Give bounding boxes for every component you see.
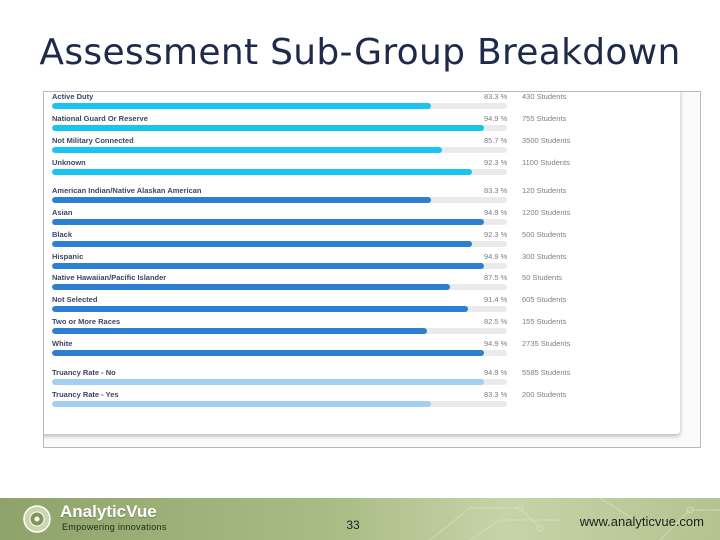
- subgroup-row: White 94.9 % 2735 Students: [52, 339, 570, 359]
- progress-fill: [52, 169, 472, 175]
- progress-track: [52, 147, 507, 153]
- subgroup-row: Unknown 92.3 % 1100 Students: [52, 158, 570, 178]
- subgroup-student-count: 2735 Students: [522, 339, 571, 348]
- progress-track: [52, 219, 507, 225]
- progress-track: [52, 103, 507, 109]
- progress-track: [52, 125, 507, 131]
- progress-track: [52, 350, 507, 356]
- website-url: www.analyticvue.com: [579, 514, 704, 529]
- subgroup-label: American Indian/Native Alaskan American: [52, 186, 202, 195]
- progress-fill: [52, 241, 472, 247]
- subgroup-row: Not Selected 91.4 % 605 Students: [52, 295, 566, 315]
- subgroup-percent: 94.9 %: [484, 114, 508, 123]
- subgroup-percent: 94.9 %: [484, 252, 508, 261]
- subgroup-label: Two or More Races: [52, 317, 121, 326]
- subgroup-label: Not Selected: [52, 295, 98, 304]
- subgroup-student-count: 300 Students: [522, 252, 567, 261]
- subgroup-label: Unknown: [52, 158, 86, 167]
- subgroup-student-count: 1100 Students: [522, 158, 570, 167]
- subgroup-label: National Guard Or Reserve: [52, 114, 148, 123]
- subgroup-label: Asian: [52, 208, 73, 217]
- progress-track: [52, 169, 507, 175]
- subgroup-card: Active Duty 83.3 % 430 Students National Gu…: [44, 92, 680, 434]
- subgroup-label: Hispanic: [52, 252, 84, 261]
- subgroup-label: Black: [52, 230, 73, 239]
- progress-track: [52, 379, 507, 385]
- subgroup-row: Native Hawaiian/Pacific Islander 87.5 % 50…: [52, 273, 562, 293]
- slide-title: Assessment Sub-Group Breakdown: [39, 32, 681, 73]
- progress-fill: [52, 125, 484, 131]
- subgroup-row: Truancy Rate - Yes 83.3 % 200 Students: [52, 390, 566, 410]
- subgroup-student-count: 50 Students: [522, 273, 563, 282]
- subgroup-percent: 82.5 %: [484, 317, 508, 326]
- progress-track: [52, 263, 507, 269]
- subgroup-row: National Guard Or Reserve 94.9 % 755 Stude…: [52, 114, 566, 134]
- progress-fill: [52, 350, 484, 356]
- page-number: 33: [346, 518, 360, 532]
- subgroup-label: Active Duty: [52, 92, 94, 101]
- subgroup-row: Asian 94.9 % 1200 Students: [52, 208, 570, 228]
- progress-fill: [52, 328, 428, 334]
- subgroup-label: Native Hawaiian/Pacific Islander: [52, 273, 167, 282]
- subgroup-student-count: 430 Students: [522, 92, 567, 101]
- progress-fill: [52, 147, 442, 153]
- progress-track: [52, 328, 507, 334]
- progress-fill: [52, 306, 468, 312]
- subgroup-row: Not Military Connected 85.7 % 3500 Student…: [52, 136, 570, 156]
- circuit-pattern: [429, 498, 720, 540]
- subgroup-percent: 87.5 %: [484, 273, 508, 282]
- subgroup-student-count: 755 Students: [522, 114, 567, 123]
- progress-track: [52, 284, 507, 290]
- progress-fill: [52, 219, 484, 225]
- subgroup-row: Truancy Rate - No 94.9 % 5585 Students: [52, 368, 570, 388]
- subgroup-percent: 83.3 %: [484, 186, 508, 195]
- progress-fill: [52, 379, 484, 385]
- subgroup-student-count: 3500 Students: [522, 136, 571, 145]
- logo-tagline: Empowering innovations: [62, 522, 167, 532]
- progress-fill: [52, 263, 484, 269]
- progress-track: [52, 401, 507, 407]
- report-screenshot: Active Duty 83.3 % 430 Students National Gu…: [43, 91, 701, 448]
- progress-fill: [52, 197, 431, 203]
- subgroup-student-count: 120 Students: [522, 186, 567, 195]
- subgroup-row: Black 92.3 % 500 Students: [52, 230, 566, 250]
- progress-fill: [52, 401, 431, 407]
- subgroup-percent: 92.3 %: [484, 158, 508, 167]
- subgroup-student-count: 1200 Students: [522, 208, 571, 217]
- subgroup-percent: 83.3 %: [484, 390, 508, 399]
- subgroup-percent: 83.3 %: [484, 92, 508, 101]
- subgroup-percent: 94.9 %: [484, 339, 508, 348]
- subgroup-percent: 94.9 %: [484, 208, 508, 217]
- logo-name: AnalyticVue: [60, 502, 157, 521]
- progress-track: [52, 306, 507, 312]
- subgroup-percent: 94.9 %: [484, 368, 508, 377]
- subgroup-row: Hispanic 94.9 % 300 Students: [52, 252, 566, 272]
- progress-track: [52, 197, 507, 203]
- subgroup-label: Not Military Connected: [52, 136, 134, 145]
- subgroup-row: Active Duty 83.3 % 430 Students: [52, 92, 566, 112]
- subgroup-student-count: 200 Students: [522, 390, 567, 399]
- subgroup-student-count: 605 Students: [522, 295, 567, 304]
- subgroup-percent: 92.3 %: [484, 230, 508, 239]
- footer-bar: AnalyticVue Empowering innovations 33 ww…: [0, 498, 720, 540]
- subgroup-label: Truancy Rate - No: [52, 368, 116, 377]
- analyticvue-logo-icon: [23, 505, 51, 533]
- subgroup-label: Truancy Rate - Yes: [52, 390, 119, 399]
- subgroup-student-count: 155 Students: [522, 317, 567, 326]
- subgroup-row: Two or More Races 82.5 % 155 Students: [52, 317, 566, 337]
- progress-track: [52, 241, 507, 247]
- subgroup-percent: 91.4 %: [484, 295, 508, 304]
- progress-fill: [52, 284, 451, 290]
- subgroup-label: White: [52, 339, 73, 348]
- subgroup-percent: 85.7 %: [484, 136, 508, 145]
- subgroup-row: American Indian/Native Alaskan American 8…: [52, 186, 566, 206]
- progress-fill: [52, 103, 431, 109]
- subgroup-student-count: 5585 Students: [522, 368, 571, 377]
- subgroup-student-count: 500 Students: [522, 230, 567, 239]
